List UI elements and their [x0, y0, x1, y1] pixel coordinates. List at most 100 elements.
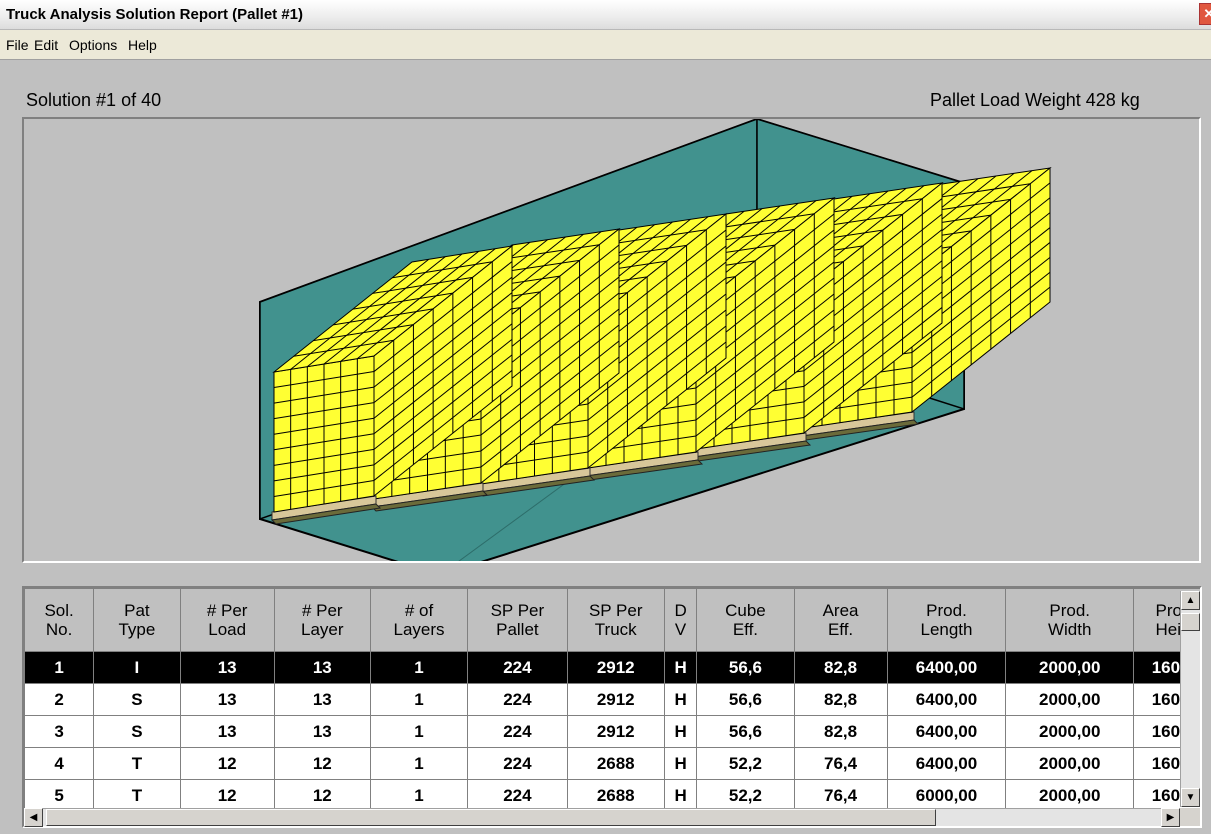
column-header[interactable]: Pat Type — [93, 588, 181, 652]
truck-3d-view[interactable] — [22, 117, 1201, 563]
table-cell: 12 — [179, 779, 275, 812]
table-row[interactable]: 2 S 13 13 1 224 2912 H 56,6 82,8 6400,00 2000,00 160… — [24, 683, 1200, 716]
table-cell: T — [93, 779, 181, 812]
table-cell: 12 — [273, 779, 371, 812]
table-row[interactable]: 4 T 12 12 1 224 2688 H 52,2 76,4 6400,00 2000,00 160… — [24, 747, 1200, 780]
table-cell: 12 — [273, 747, 371, 780]
table-cell: S — [93, 715, 181, 748]
column-header[interactable]: # of Layers — [369, 588, 469, 652]
box-edge — [392, 261, 493, 279]
column-header[interactable]: Prod. Length — [886, 588, 1007, 652]
column-header-line2: V — [674, 620, 687, 639]
box-edge — [803, 275, 943, 387]
box-edge — [587, 309, 727, 421]
table-row[interactable]: 1 I 13 13 1 224 2912 H 56,6 82,8 6400,00 2000,00 160… — [24, 651, 1200, 684]
table-cell: 56,6 — [696, 651, 795, 684]
scroll-right-button[interactable]: ▶ — [1161, 808, 1180, 827]
table-cell: 1 — [369, 779, 469, 812]
box-edge — [373, 292, 513, 404]
table-cell: 82,8 — [793, 683, 888, 716]
horizontal-scrollbar[interactable]: ◀ ▶ — [24, 808, 1200, 827]
table-cell: 1 — [369, 747, 469, 780]
column-header-line1: Cube — [725, 601, 766, 620]
truck-load-graphic — [259, 119, 1052, 561]
column-header[interactable]: # Per Load — [179, 588, 275, 652]
menu-file[interactable]: File — [6, 37, 29, 53]
table-cell: 6000,00 — [886, 779, 1007, 812]
table-cell: 2000,00 — [1005, 683, 1134, 716]
window-title-bar[interactable]: Truck Analysis Solution Report (Pallet #… — [0, 0, 1211, 30]
box-edge — [587, 341, 727, 453]
column-header[interactable]: # Per Layer — [273, 588, 371, 652]
table-cell: 76,4 — [793, 747, 888, 780]
box-edge — [373, 276, 513, 388]
table-cell: 1 — [369, 715, 469, 748]
column-header-line1: SP Per — [588, 601, 643, 620]
vertical-scroll-thumb[interactable] — [1181, 613, 1200, 631]
table-cell: 56,6 — [696, 683, 795, 716]
box-edge — [911, 286, 1051, 398]
table-row[interactable]: 3 S 13 13 1 224 2912 H 56,6 82,8 6400,00 2000,00 160… — [24, 715, 1200, 748]
grid-header-row: Sol. No. Pat Type # Per Load # Per Layer # of Lay… — [24, 588, 1200, 652]
table-cell: 1 — [24, 651, 95, 684]
column-header-line2: Truck — [594, 620, 637, 639]
box-edge — [323, 253, 463, 365]
box-edge — [273, 417, 375, 435]
table-cell: 224 — [467, 651, 568, 684]
close-button[interactable]: ✕ — [1199, 3, 1211, 25]
box-edge — [340, 250, 479, 362]
close-icon: ✕ — [1203, 6, 1211, 21]
column-header-line1: Area — [822, 601, 859, 620]
box-edge — [273, 402, 375, 420]
column-header[interactable]: Cube Eff. — [696, 588, 795, 652]
box-edge — [695, 293, 835, 405]
solutions-grid[interactable]: Sol. No. Pat Type # Per Load # Per Layer # of Lay… — [22, 586, 1202, 828]
box-edge — [293, 339, 394, 357]
box-edge — [695, 309, 835, 421]
column-header-line1: Prod. — [1049, 601, 1091, 620]
table-cell: H — [663, 651, 698, 684]
box-edge — [373, 338, 513, 450]
box-edge — [695, 325, 835, 437]
table-cell: 2 — [24, 683, 95, 716]
table-cell: 82,8 — [793, 651, 888, 684]
box-edge — [911, 242, 1051, 353]
box-edge — [373, 323, 513, 435]
menu-help[interactable]: Help — [128, 37, 157, 53]
table-cell: 2000,00 — [1005, 747, 1134, 780]
column-header-line2: Layers — [393, 620, 445, 639]
column-header[interactable]: SP Per Pallet — [467, 588, 568, 652]
box-edge — [911, 271, 1051, 383]
column-header[interactable]: SP Per Truck — [566, 588, 665, 652]
table-cell: 224 — [467, 715, 568, 748]
table-row[interactable]: 5 T 12 12 1 224 2688 H 52,2 76,4 6000,00 2000,00 160… — [24, 779, 1200, 812]
column-header-line1: # Per — [301, 601, 343, 620]
arrow-down-icon: ▼ — [1185, 792, 1196, 803]
box-edge — [307, 256, 446, 368]
box-edge — [357, 248, 496, 360]
solution-counter: Solution #1 of 40 — [26, 90, 162, 110]
horizontal-scroll-thumb[interactable] — [46, 809, 936, 826]
scroll-up-button[interactable]: ▲ — [1181, 591, 1200, 610]
table-cell: H — [663, 747, 698, 780]
vertical-scrollbar[interactable]: ▲ ▼ — [1180, 591, 1200, 807]
table-cell: 2688 — [566, 779, 665, 812]
table-cell: 2912 — [566, 683, 665, 716]
table-cell: 52,2 — [696, 779, 795, 812]
column-header[interactable]: Area Eff. — [793, 588, 888, 652]
table-cell: H — [663, 779, 698, 812]
table-cell: 52,2 — [696, 747, 795, 780]
menu-options[interactable]: Options — [69, 37, 118, 53]
column-header[interactable]: Sol. No. — [24, 588, 95, 652]
menu-edit[interactable]: Edit — [34, 37, 59, 53]
scroll-down-button[interactable]: ▼ — [1181, 788, 1200, 807]
column-header[interactable]: Prod. Width — [1005, 588, 1134, 652]
scroll-left-button[interactable]: ◀ — [24, 808, 43, 827]
column-header-line2: Eff. — [827, 620, 854, 639]
table-cell: 5 — [24, 779, 95, 812]
table-cell: 6400,00 — [886, 683, 1007, 716]
table-cell: H — [663, 683, 698, 716]
table-cell: 13 — [273, 651, 371, 684]
box-edge — [273, 464, 375, 482]
